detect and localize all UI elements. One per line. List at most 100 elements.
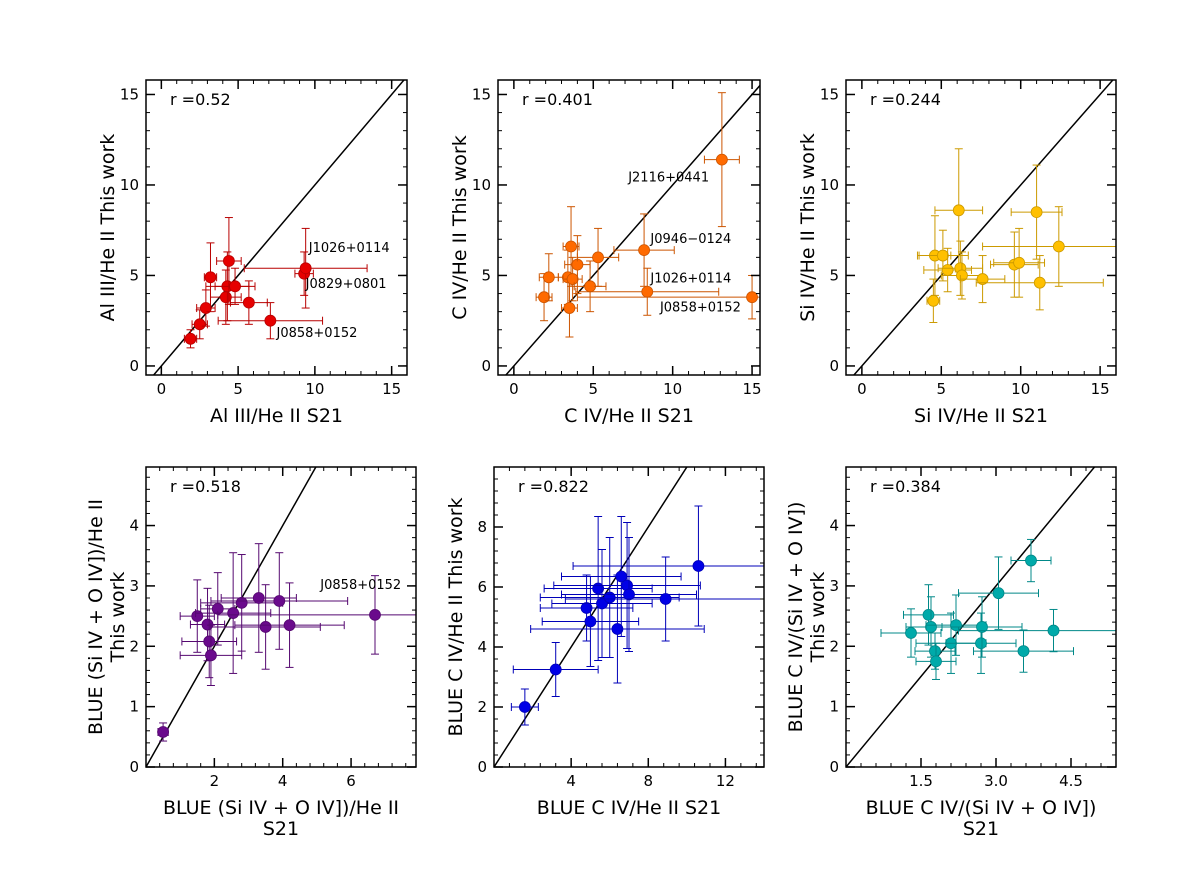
data-point <box>958 556 1039 630</box>
y-tick-label: 4 <box>477 638 487 656</box>
point-marker <box>1047 624 1060 637</box>
x-axis-label: Si IV/He II S21 <box>914 405 1048 427</box>
y-tick-label: 0 <box>477 758 487 776</box>
point-marker <box>976 621 988 633</box>
point-marker <box>538 291 550 304</box>
one-to-one-line <box>146 467 317 767</box>
data-point <box>181 604 238 679</box>
axes-frame <box>493 466 765 768</box>
point-marker <box>922 608 935 621</box>
x-tick-label: 5 <box>937 380 947 398</box>
data-point <box>958 608 1116 653</box>
axes-frame <box>497 79 761 376</box>
point-marker <box>565 240 577 253</box>
y-axis-label-line2: This work <box>107 572 129 664</box>
x-tick-label: 3.0 <box>984 772 1008 790</box>
point-marker <box>584 615 597 628</box>
y-axis-label: Al III/He II This work <box>97 134 119 322</box>
y-tick-label: 2 <box>829 637 839 655</box>
point-marker <box>592 251 604 264</box>
point-marker <box>549 663 562 676</box>
point-marker <box>746 291 758 304</box>
data-point <box>551 549 653 658</box>
y-tick-label: 3 <box>129 577 139 595</box>
point-marker <box>692 560 705 572</box>
data-point <box>576 274 760 320</box>
point-marker <box>580 602 593 614</box>
panel-3: 0 5 10 15 0 5 10 15 r =0.244 Si IV/He II S21 Si IV… <box>797 79 1117 427</box>
y-axis-label: Si IV/He II This work <box>797 133 819 322</box>
data-point <box>189 587 226 662</box>
data-point <box>538 253 559 302</box>
point-marker <box>229 280 241 293</box>
data-point <box>512 642 599 697</box>
x-axis-label: BLUE (Si IV + O IV])/He II <box>163 797 399 819</box>
data-point <box>553 522 701 649</box>
y-axis-label: BLUE C IV/(Si IV + O IV]) <box>785 502 807 733</box>
data-point <box>157 722 169 742</box>
axes-frame <box>145 79 408 376</box>
point-marker <box>905 627 917 639</box>
axes-frame <box>845 79 1117 376</box>
point-marker <box>1017 645 1030 658</box>
x-tick-label: 15 <box>743 380 762 398</box>
plot-area <box>494 467 764 767</box>
data-point <box>982 206 1116 287</box>
data-point <box>703 92 740 228</box>
y-tick-label: 0 <box>129 758 139 776</box>
x-axis-label: BLUE C IV/(Si IV + O IV]) <box>866 797 1097 819</box>
data-point <box>234 582 345 668</box>
x-tick-label: 6 <box>346 772 356 790</box>
one-to-one-line <box>852 80 1114 375</box>
point-marker <box>203 635 216 648</box>
panel-1: J1026+0114 J0829+0801 J0858+0152 0 5 10 15 0 5 10… <box>97 79 408 427</box>
data-point <box>572 505 764 627</box>
point-marker <box>956 269 968 282</box>
point-marker <box>223 255 235 267</box>
point-marker <box>1030 206 1043 219</box>
plot-area <box>846 467 1116 767</box>
point-marker <box>992 587 1005 600</box>
y-tick-label: 15 <box>820 85 839 103</box>
panel-2: J2116+0441 J0946−0124 J1026+0114 J0858+0152… <box>449 79 762 427</box>
x-tick-label: 4.5 <box>1059 772 1083 790</box>
x-axis-label: BLUE C IV/He II S21 <box>537 797 721 819</box>
y-tick-label: 10 <box>472 176 491 194</box>
point-marker <box>1013 256 1026 269</box>
y-axis-label: BLUE C IV/He II This work <box>445 497 467 736</box>
point-marker <box>659 593 672 605</box>
point-marker <box>941 264 954 276</box>
data-point <box>564 556 764 642</box>
y-tick-label: 15 <box>472 85 491 103</box>
y-tick-label: 0 <box>829 758 839 776</box>
data-point <box>543 516 653 661</box>
data-point <box>214 267 256 305</box>
data-point <box>916 229 969 282</box>
x-tick-label: 5 <box>588 380 598 398</box>
x-tick-label: 0 <box>509 380 519 398</box>
data-point <box>243 227 368 309</box>
x-axis-label-line2: S21 <box>263 818 299 840</box>
data-point <box>926 278 941 324</box>
point-annotation: J0829+0801 <box>305 277 387 292</box>
point-marker <box>975 637 987 650</box>
point-marker <box>518 701 531 713</box>
y-tick-label: 15 <box>120 85 139 103</box>
point-marker <box>925 621 937 633</box>
point-marker <box>184 332 197 345</box>
y-axis-label: C IV/He II This work <box>449 135 471 319</box>
data-point <box>217 302 324 340</box>
point-marker <box>930 655 942 668</box>
panel-5: 4 8 12 0 2 4 6 8 r =0.822 BLUE C IV/He II S21 BLUE… <box>445 466 765 819</box>
point-annotation: J0946−0124 <box>649 232 731 247</box>
data-point <box>1010 164 1063 260</box>
point-marker <box>157 726 169 738</box>
x-axis-label: C IV/He II S21 <box>564 405 694 427</box>
x-tick-label: 15 <box>382 380 401 398</box>
x-tick-label: 10 <box>305 380 324 398</box>
point-marker <box>259 621 272 633</box>
point-marker <box>566 273 579 285</box>
data-point <box>937 240 984 296</box>
correlation-label: r =0.518 <box>170 477 241 496</box>
